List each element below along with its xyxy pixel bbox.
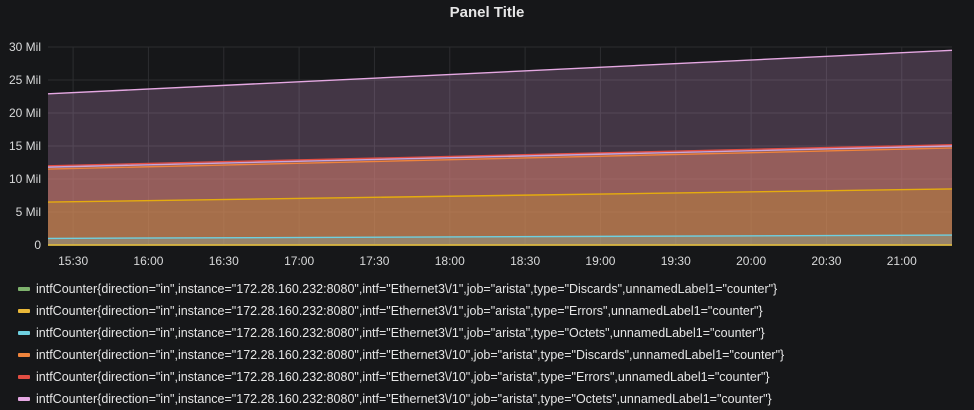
y-tick-label: 25 Mil xyxy=(9,73,41,87)
series-line[interactable] xyxy=(47,188,953,203)
x-tick-label: 17:00 xyxy=(284,254,314,268)
y-tick-label: 10 Mil xyxy=(9,172,41,186)
series-line[interactable] xyxy=(47,143,953,167)
legend-label[interactable]: intfCounter{direction="in",instance="172… xyxy=(36,370,770,384)
legend-item-partial[interactable]: intfCounter{direction="in",instance="172… xyxy=(18,388,968,410)
x-tick-label: 17:30 xyxy=(359,254,389,268)
x-axis: 15:30 16:00 16:30 17:00 17:30 18:00 18:30 19:00… xyxy=(58,254,917,268)
legend-swatch[interactable] xyxy=(18,375,30,379)
legend-swatch[interactable] xyxy=(18,287,30,291)
x-tick-label: 18:30 xyxy=(510,254,540,268)
legend-item[interactable]: intfCounter{direction="in",instance="172… xyxy=(18,300,968,322)
y-tick-label: 5 Mil xyxy=(16,205,41,219)
series-line[interactable] xyxy=(47,145,953,168)
x-tick-label: 19:00 xyxy=(585,254,615,268)
series-areas xyxy=(48,50,952,245)
legend-label[interactable]: intfCounter{direction="in",instance="172… xyxy=(36,392,772,406)
x-tick-label: 16:30 xyxy=(209,254,239,268)
legend: intfCounter{direction="in",instance="172… xyxy=(18,278,968,410)
x-tick-label: 19:30 xyxy=(661,254,691,268)
chart-area: 0 5 Mil 10 Mil 15 Mil 20 Mil 25 Mil 30 Mil 15:… xyxy=(9,40,953,268)
y-tick-label: 15 Mil xyxy=(9,139,41,153)
legend-item[interactable]: intfCounter{direction="in",instance="172… xyxy=(18,344,968,366)
legend-label[interactable]: intfCounter{direction="in",instance="172… xyxy=(36,348,785,362)
y-tick-label: 20 Mil xyxy=(9,106,41,120)
series-line[interactable] xyxy=(47,147,953,170)
x-tick-label: 20:00 xyxy=(736,254,766,268)
legend-swatch[interactable] xyxy=(18,397,30,401)
x-tick-label: 16:00 xyxy=(133,254,163,268)
legend-label[interactable]: intfCounter{direction="in",instance="172… xyxy=(36,326,765,340)
x-tick-label: 20:30 xyxy=(811,254,841,268)
legend-item[interactable]: intfCounter{direction="in",instance="172… xyxy=(18,278,968,300)
legend-label[interactable]: intfCounter{direction="in",instance="172… xyxy=(36,282,778,296)
series-area xyxy=(48,50,952,245)
legend-item[interactable]: intfCounter{direction="in",instance="172… xyxy=(18,366,968,388)
x-tick-label: 21:00 xyxy=(887,254,917,268)
legend-item[interactable]: intfCounter{direction="in",instance="172… xyxy=(18,322,968,344)
legend-label[interactable]: intfCounter{direction="in",instance="172… xyxy=(36,304,763,318)
series-line[interactable] xyxy=(47,234,953,240)
panel-title[interactable]: Panel Title xyxy=(449,4,525,21)
graph-panel: Panel Title 0 5 Mil 10 Mil 15 Mil 20 Mil 25 M… xyxy=(9,4,953,406)
legend-swatch[interactable] xyxy=(18,331,30,335)
series-line[interactable] xyxy=(47,49,953,95)
legend-swatch[interactable] xyxy=(18,309,30,313)
y-tick-label: 30 Mil xyxy=(9,40,41,54)
x-tick-label: 18:00 xyxy=(435,254,465,268)
series-lines xyxy=(47,49,953,246)
legend-swatch[interactable] xyxy=(18,353,30,357)
y-axis: 0 5 Mil 10 Mil 15 Mil 20 Mil 25 Mil 30 Mil xyxy=(9,40,41,252)
series-area xyxy=(48,147,952,245)
x-tick-label: 15:30 xyxy=(58,254,88,268)
y-tick-label: 0 xyxy=(34,238,41,252)
series-area xyxy=(48,188,952,245)
